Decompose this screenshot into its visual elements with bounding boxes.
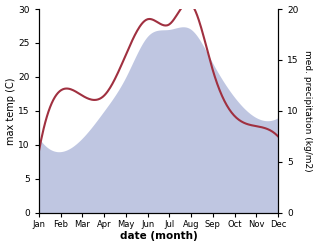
Y-axis label: med. precipitation (kg/m2): med. precipitation (kg/m2) — [303, 50, 313, 172]
X-axis label: date (month): date (month) — [120, 231, 197, 242]
Y-axis label: max temp (C): max temp (C) — [5, 77, 16, 145]
